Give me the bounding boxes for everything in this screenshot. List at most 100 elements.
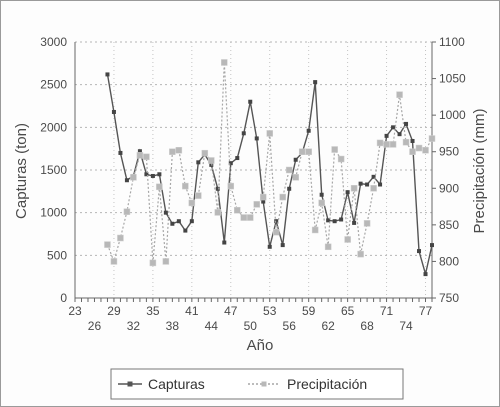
data-point-precipitacion [428, 135, 436, 142]
x-tick-label: 47 [224, 304, 238, 318]
x-tick-label: 41 [185, 304, 199, 318]
data-point-capturas [339, 217, 344, 222]
data-point-precipitacion [422, 147, 429, 154]
x-tick-label: 68 [360, 319, 374, 333]
data-point-precipitacion [117, 234, 124, 242]
y-tick-label-right: 850 [439, 218, 459, 232]
x-tick-label: 32 [127, 319, 141, 333]
data-point-precipitacion [143, 153, 150, 161]
x-tick-label: 23 [68, 304, 82, 318]
data-point-precipitacion [221, 59, 228, 66]
data-point-precipitacion [331, 146, 338, 153]
data-point-capturas [319, 192, 324, 197]
y-tick-label-right: 800 [439, 254, 459, 268]
data-point-capturas [241, 131, 246, 136]
data-point-capturas [228, 161, 233, 166]
data-point-capturas [254, 136, 259, 141]
data-point-precipitacion [324, 243, 332, 251]
data-point-capturas [267, 244, 272, 249]
data-point-capturas [326, 218, 331, 223]
data-point-precipitacion [234, 206, 241, 214]
data-point-precipitacion [415, 144, 423, 152]
data-point-precipitacion [188, 199, 196, 207]
data-point-capturas [404, 121, 409, 126]
legend-label-precipitacion: Precipitación [287, 376, 367, 392]
data-point-precipitacion [110, 258, 118, 265]
data-point-capturas [287, 186, 292, 191]
data-point-precipitacion [136, 152, 144, 159]
data-point-capturas [430, 243, 434, 248]
data-point-capturas [163, 210, 168, 215]
data-point-precipitacion [409, 148, 416, 155]
y-tick-label-left: 3000 [40, 35, 67, 49]
legend-marker-precipitacion [261, 381, 267, 387]
data-point-precipitacion [357, 250, 364, 258]
y-tick-label-right: 1000 [439, 108, 466, 122]
labels-layer: 0 500 1000 1500 2000 2500 3000 750 800 850 900 950 1… [40, 35, 466, 333]
data-point-precipitacion [363, 220, 371, 227]
legend-marker-capturas [127, 381, 133, 387]
data-point-capturas [157, 172, 162, 177]
data-point-precipitacion [130, 174, 137, 181]
data-point-capturas [358, 181, 363, 186]
data-point-precipitacion [123, 208, 131, 215]
data-point-precipitacion [156, 183, 163, 191]
data-point-capturas [410, 138, 415, 143]
data-point-capturas [293, 157, 298, 162]
y-tick-label-left: 2000 [40, 120, 67, 134]
x-tick-label: 50 [244, 319, 258, 333]
x-tick-label: 65 [341, 304, 355, 318]
data-point-capturas [423, 272, 428, 277]
legend-entry-capturas: Capturas [118, 376, 205, 392]
data-point-capturas [137, 149, 142, 154]
legend-label-capturas: Capturas [148, 376, 205, 392]
data-point-capturas [280, 243, 285, 248]
data-point-precipitacion [182, 182, 189, 190]
data-point-capturas [365, 182, 370, 187]
data-point-precipitacion [402, 138, 410, 146]
y-tick-label-right: 1100 [439, 35, 465, 49]
grid-layer [75, 41, 432, 298]
data-point-precipitacion [318, 199, 325, 207]
y-tick-label-left: 2500 [40, 78, 67, 92]
data-point-precipitacion [208, 157, 215, 164]
x-tick-label: 62 [321, 319, 335, 333]
data-point-precipitacion [311, 226, 319, 234]
axes-layer [74, 41, 436, 302]
data-point-capturas [313, 80, 318, 85]
legend: Capturas Precipitación [110, 368, 404, 400]
x-tick-label: 44 [205, 319, 219, 333]
x-axis-title: Año [247, 337, 274, 354]
y-axis-title-right: Precipitación (mm) [471, 108, 488, 233]
data-point-capturas [352, 220, 357, 225]
x-tick-label: 38 [166, 319, 180, 333]
data-point-capturas [196, 160, 201, 165]
data-point-precipitacion [104, 241, 111, 248]
data-point-capturas [397, 132, 402, 137]
data-point-precipitacion [247, 214, 254, 221]
data-point-capturas [215, 186, 220, 191]
data-point-precipitacion [350, 185, 358, 192]
data-point-precipitacion [376, 139, 384, 147]
x-tick-label: 59 [302, 304, 316, 318]
data-point-capturas [306, 128, 311, 133]
data-point-precipitacion [201, 149, 209, 157]
data-point-precipitacion [383, 141, 390, 148]
data-point-precipitacion [337, 155, 345, 163]
data-point-precipitacion [279, 193, 286, 201]
data-point-capturas [274, 219, 279, 224]
data-point-precipitacion [253, 201, 260, 208]
data-point-capturas [235, 156, 240, 161]
y-tick-label-left: 500 [47, 248, 67, 262]
x-tick-label: 35 [146, 304, 160, 318]
data-point-precipitacion [285, 166, 293, 174]
x-tick-label: 29 [107, 304, 121, 318]
data-point-capturas [378, 182, 383, 187]
data-point-precipitacion [259, 193, 267, 201]
data-point-capturas [111, 109, 116, 114]
data-point-capturas [222, 240, 227, 245]
data-point-capturas [124, 178, 129, 183]
data-point-capturas [391, 125, 396, 130]
data-point-precipitacion [240, 214, 248, 221]
